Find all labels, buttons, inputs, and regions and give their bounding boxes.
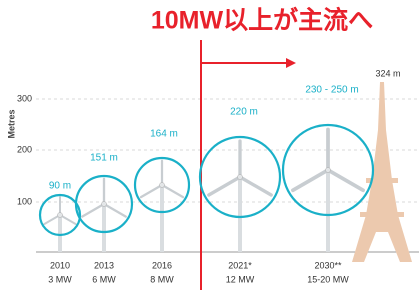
turbine-tower bbox=[58, 215, 62, 252]
axis-label: Metres bbox=[6, 109, 16, 138]
turbine-tower bbox=[160, 185, 164, 252]
infographic: Metres 300 200 100 324 m 10MW以上が主流へ 90 m… bbox=[0, 0, 419, 290]
tower-deck bbox=[360, 212, 404, 217]
tower-label: 324 m bbox=[375, 68, 400, 78]
turbine-hub bbox=[102, 202, 107, 207]
turbine-hub bbox=[160, 183, 165, 188]
rotor-label: 90 m bbox=[49, 181, 71, 192]
tick-label: 200 bbox=[17, 144, 32, 154]
year-label: 2010 bbox=[50, 260, 70, 270]
year-label: 2013 bbox=[94, 260, 114, 270]
turbine-tower bbox=[238, 177, 242, 252]
year-label: 2016 bbox=[152, 260, 172, 270]
title: 10MW以上が主流へ bbox=[151, 6, 373, 35]
capacity-label: 8 MW bbox=[150, 274, 174, 284]
rotor-label: 151 m bbox=[90, 153, 118, 164]
tick-label: 300 bbox=[17, 93, 32, 103]
turbine-hub bbox=[238, 175, 243, 180]
turbine-hub bbox=[326, 168, 331, 173]
capacity-label: 3 MW bbox=[48, 274, 72, 284]
rotor-label: 220 m bbox=[230, 107, 258, 118]
tick-label: 100 bbox=[17, 196, 32, 206]
turbine-tower bbox=[326, 170, 330, 252]
year-label: 2030** bbox=[314, 260, 342, 270]
year-label: 2021* bbox=[228, 260, 252, 270]
capacity-label: 15-20 MW bbox=[307, 274, 349, 284]
capacity-label: 12 MW bbox=[226, 274, 255, 284]
rotor-label: 230 - 250 m bbox=[305, 85, 358, 96]
turbine-tower bbox=[102, 204, 106, 252]
capacity-label: 6 MW bbox=[92, 274, 116, 284]
rotor-label: 164 m bbox=[150, 129, 178, 140]
turbine-hub bbox=[58, 213, 63, 218]
background bbox=[0, 0, 419, 290]
